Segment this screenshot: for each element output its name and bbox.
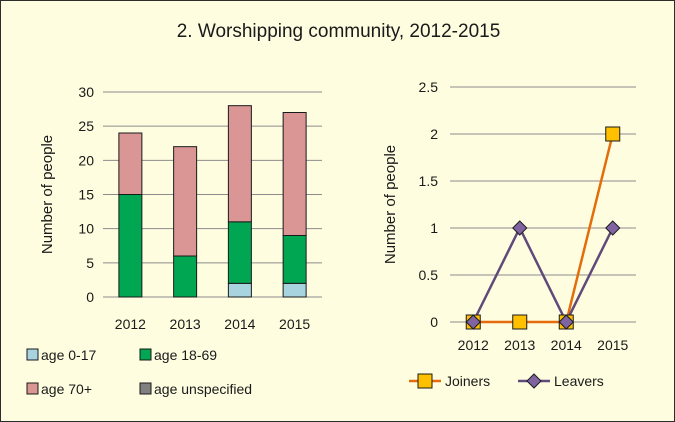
legend-swatch [26,382,39,395]
bar-segment [173,255,198,298]
line-chart: 0 0.5 1 1.5 2 2.5 2012 2013 2014 2015 Number of pe… [382,79,636,389]
y-tick-label: 0 [430,314,438,330]
bar-segment [173,146,198,257]
bar-segment [227,221,252,284]
stacked-bar-chart: 0 5 10 15 20 25 30 2012 2013 2014 2015 Number of pe… [26,84,322,397]
y-tick-label: 1.5 [419,173,439,189]
bar-segment [118,132,143,195]
legend-swatch [26,348,39,361]
y-tick-label: 5 [86,255,94,271]
legend-label: age unspecified [154,381,252,397]
y-axis-label: Number of people [39,135,56,254]
y-tick-label: 0.5 [419,267,439,283]
legend-label: age 18-69 [154,347,217,363]
bar-segment [118,194,143,298]
legend-swatch [139,382,152,395]
data-point [465,314,481,330]
x-tick-label: 2015 [597,337,628,353]
legend-label: age 70+ [41,381,92,397]
series-line [472,225,614,325]
chart-title: 2. Worshipping community, 2012-2015 [176,21,501,42]
legend-label: Joiners [445,373,490,389]
x-tick-label: 2012 [115,316,146,332]
y-tick-label: 15 [78,187,94,203]
bar-segment [282,112,307,236]
y-tick-label: 0 [86,289,94,305]
y-tick-label: 10 [78,221,94,237]
y-axis-label: Number of people [382,145,399,264]
data-point [605,220,621,236]
x-tick-label: 2013 [170,316,201,332]
legend-label: Leavers [554,373,604,389]
x-tick-label: 2013 [504,337,535,353]
series-line [473,133,614,324]
data-point [605,126,621,142]
y-tick-label: 2.5 [419,79,439,95]
x-tick-label: 2014 [551,337,582,353]
data-point [512,314,528,330]
data-point [558,314,574,330]
legend-swatch [139,348,152,361]
x-tick-label: 2015 [279,316,310,332]
x-tick-label: 2012 [458,337,489,353]
y-tick-label: 30 [78,84,94,100]
y-tick-label: 20 [78,152,94,168]
y-tick-label: 1 [430,220,438,236]
bar-segment [227,105,252,223]
legend-label: age 0-17 [41,347,96,363]
bar-segment [282,282,307,298]
x-tick-label: 2014 [224,316,255,332]
bar-segment [227,282,252,298]
y-tick-label: 25 [78,118,94,134]
y-tick-label: 2 [430,126,438,142]
data-point [512,220,528,236]
bar-segment [282,235,307,284]
legend-marker [417,373,433,389]
legend-marker [526,373,542,389]
